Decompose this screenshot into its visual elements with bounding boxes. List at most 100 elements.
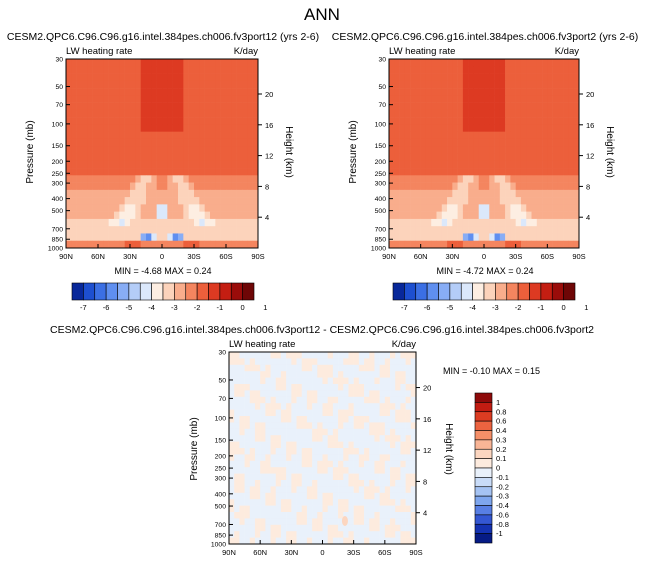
field-cell bbox=[478, 182, 485, 191]
field-cell bbox=[108, 211, 115, 220]
field-cell bbox=[215, 211, 221, 220]
field-cell bbox=[82, 124, 88, 132]
field-cell bbox=[389, 88, 395, 96]
field-cell bbox=[204, 146, 211, 154]
field-cell bbox=[151, 168, 157, 176]
field-cell bbox=[390, 505, 396, 513]
field-cell bbox=[199, 88, 205, 96]
field-cell bbox=[425, 211, 432, 220]
field-cell bbox=[183, 117, 189, 125]
field-cell bbox=[494, 160, 501, 169]
field-cell bbox=[167, 131, 173, 140]
field-cell bbox=[343, 396, 349, 404]
field-cell bbox=[236, 160, 243, 169]
field-cell bbox=[510, 211, 516, 220]
field-cell bbox=[410, 486, 417, 494]
field-cell bbox=[322, 499, 328, 506]
field-cell bbox=[410, 146, 416, 154]
field-cell bbox=[568, 204, 575, 212]
field-cell bbox=[275, 492, 282, 500]
field-cell bbox=[249, 537, 256, 545]
field-cell bbox=[400, 512, 406, 519]
field-cell bbox=[210, 117, 216, 125]
field-cell bbox=[410, 59, 416, 67]
field-cell bbox=[379, 390, 386, 398]
field-cell bbox=[135, 218, 141, 227]
field-cell bbox=[338, 480, 344, 487]
field-cell bbox=[536, 168, 543, 176]
field-cell bbox=[135, 138, 141, 147]
field-cell bbox=[151, 218, 157, 227]
field-cell bbox=[312, 499, 318, 506]
field-cell bbox=[494, 66, 501, 74]
height-tick-label: 20 bbox=[423, 384, 431, 393]
field-cell bbox=[327, 435, 334, 442]
field-cell bbox=[247, 226, 253, 234]
field-cell bbox=[431, 117, 437, 125]
field-cell bbox=[400, 435, 406, 442]
field-cell bbox=[473, 197, 480, 205]
field-cell bbox=[353, 486, 360, 494]
field-cell bbox=[547, 109, 553, 118]
field-cell bbox=[296, 454, 303, 462]
field-cell bbox=[510, 138, 516, 147]
field-cell bbox=[531, 117, 538, 125]
field-cell bbox=[390, 358, 396, 366]
field-cell bbox=[431, 168, 437, 176]
colorbar-box bbox=[242, 282, 255, 301]
field-cell bbox=[231, 138, 237, 147]
field-cell bbox=[204, 117, 211, 125]
y-tick-label: 700 bbox=[215, 522, 227, 529]
field-cell bbox=[226, 189, 232, 198]
field-cell bbox=[384, 505, 391, 513]
field-cell bbox=[296, 422, 303, 430]
colorbar-box bbox=[474, 458, 493, 469]
field-cell bbox=[215, 88, 221, 96]
field-cell bbox=[317, 416, 323, 423]
field-cell bbox=[489, 117, 495, 125]
field-cell bbox=[151, 189, 157, 198]
field-cell bbox=[140, 175, 147, 183]
field-cell bbox=[178, 168, 184, 176]
field-cell bbox=[542, 109, 548, 118]
field-cell bbox=[204, 240, 211, 249]
field-cell bbox=[249, 435, 256, 442]
field-cell bbox=[254, 448, 261, 455]
field-cell bbox=[162, 59, 168, 67]
field-cell bbox=[489, 240, 495, 249]
field-cell bbox=[108, 160, 115, 169]
field-cell bbox=[358, 537, 365, 545]
field-cell bbox=[234, 435, 240, 442]
field-cell bbox=[215, 109, 221, 118]
field-cell bbox=[542, 73, 548, 82]
field-cell bbox=[515, 182, 522, 191]
panel-3-ylabel: Pressure (mb) bbox=[189, 417, 200, 480]
field-cell bbox=[520, 66, 527, 74]
field-cell bbox=[249, 454, 256, 462]
field-cell bbox=[291, 473, 297, 481]
field-cell bbox=[353, 390, 360, 398]
field-cell bbox=[332, 537, 339, 545]
field-cell bbox=[520, 138, 527, 147]
field-cell bbox=[130, 102, 136, 111]
field-cell bbox=[270, 396, 277, 404]
field-cell bbox=[270, 371, 277, 378]
field-cell bbox=[270, 384, 277, 391]
field-cell bbox=[252, 226, 259, 234]
field-cell bbox=[151, 109, 157, 118]
field-cell bbox=[286, 480, 292, 487]
field-cell bbox=[66, 66, 72, 74]
field-cell bbox=[563, 211, 569, 220]
field-cell bbox=[234, 537, 240, 545]
field-cell bbox=[526, 160, 532, 169]
field-cell bbox=[296, 531, 303, 538]
field-cell bbox=[452, 131, 458, 140]
field-cell bbox=[130, 153, 136, 162]
field-cell bbox=[215, 66, 221, 74]
field-cell bbox=[162, 182, 168, 191]
field-cell bbox=[226, 175, 232, 183]
field-cell bbox=[332, 524, 339, 532]
field-cell bbox=[510, 226, 516, 234]
field-cell bbox=[343, 531, 349, 538]
field-cell bbox=[87, 204, 93, 212]
